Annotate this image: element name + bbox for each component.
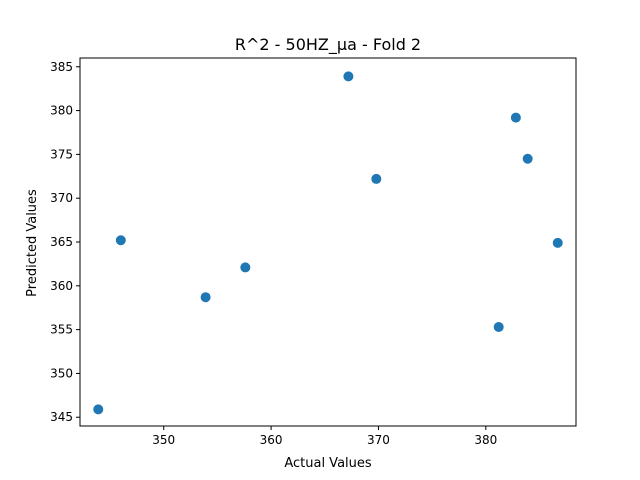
y-tick-label: 345 <box>50 410 73 424</box>
x-axis-label: Actual Values <box>284 456 372 471</box>
axis-ticks: 350 360 370 380 345 350 355 360 365 370 375 380 385 <box>50 60 497 447</box>
y-tick-label: 380 <box>50 104 73 118</box>
y-tick-label: 350 <box>50 366 73 380</box>
data-point <box>510 112 521 123</box>
data-point <box>493 321 504 332</box>
y-tick-label: 355 <box>50 323 73 337</box>
x-tick-label: 370 <box>367 433 390 447</box>
y-tick-label: 385 <box>50 60 73 74</box>
plot-frame <box>79 57 577 427</box>
data-point <box>93 404 104 415</box>
y-tick-label: 370 <box>50 191 73 205</box>
data-point <box>552 237 563 248</box>
y-tick-label: 365 <box>50 235 73 249</box>
y-tick-label: 375 <box>50 147 73 161</box>
y-axis-label: Predicted Values <box>25 189 40 297</box>
data-point <box>200 292 211 303</box>
data-point <box>522 153 533 164</box>
y-tick-label: 360 <box>50 279 73 293</box>
data-point <box>343 71 354 82</box>
x-tick-label: 380 <box>474 433 497 447</box>
x-tick-label: 360 <box>260 433 283 447</box>
data-point <box>115 235 126 246</box>
data-point <box>371 173 382 184</box>
data-points <box>93 71 563 415</box>
data-point <box>240 262 251 273</box>
x-tick-label: 350 <box>152 433 175 447</box>
chart-title: R^2 - 50HZ_µa - Fold 2 <box>235 35 421 55</box>
